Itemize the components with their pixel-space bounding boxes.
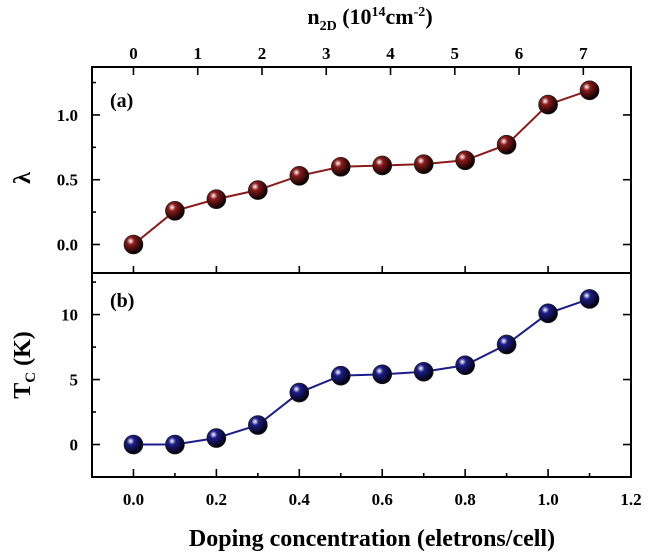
data-point-b [248,415,268,435]
series-line-b [133,298,590,446]
top-tick-label: 3 [322,44,331,63]
panel-b-ylabel-main: T [10,383,36,399]
panel-b-ylabel: TC (K) [10,331,39,399]
data-point-a [496,134,517,155]
data-point-a [455,150,475,171]
series-line-a [132,89,590,246]
top-axis-title-sub: 2D [320,19,337,34]
data-point-a [289,166,310,186]
data-point-b [123,434,144,455]
data-point-b [455,355,475,376]
data-point-a [165,201,185,221]
top-tick-label: 7 [579,44,588,63]
y-tick-label-a: 1.0 [57,106,78,125]
x-tick-label: 1.2 [620,490,641,509]
top-axis-title: n2D (1014cm-2) [307,4,432,34]
top-tick-label: 2 [258,44,267,63]
data-point-b [289,382,310,403]
top-axis-title-exp1: 14 [372,5,386,20]
data-point-a [330,156,351,177]
data-point-a [123,234,144,255]
panel-frame-b [91,272,632,478]
y-tick-label-b: 10 [61,306,78,325]
data-point-a [413,154,434,174]
y-tick-label-a: 0.5 [57,171,78,190]
top-axis-title-exp2: -2 [414,5,426,20]
panel-b-label: (b) [110,290,134,312]
data-point-b [330,365,351,386]
data-point-b [538,303,558,324]
x-tick-label: 0.0 [123,490,144,509]
top-tick-label: 0 [129,44,138,63]
panel-b-ylabel-sub: C [23,372,39,383]
top-axis-title-open: (10 [337,4,372,29]
top-axis-title-close: ) [425,4,432,29]
data-point-b [372,364,393,385]
data-point-a [579,80,600,101]
data-point-b [496,334,517,355]
x-tick-label: 0.8 [455,490,476,509]
panel-b-ylabel-units: (K) [10,331,36,372]
data-point-b [579,289,600,309]
y-tick-label-a: 0.0 [57,235,78,254]
panel-a-label: (a) [110,90,133,112]
top-tick-label: 4 [386,44,395,63]
x-tick-label: 0.2 [206,490,227,509]
top-axis-title-main: n [307,4,319,29]
top-tick-label: 1 [193,44,202,63]
data-point-a [538,94,558,115]
data-point-a [248,180,268,200]
panel-a-ylabel: λ [10,172,36,184]
data-point-b [413,361,434,382]
x-axis-title: Doping concentration (eletrons/cell) [189,526,555,552]
top-tick-label: 5 [451,44,460,63]
data-point-a [372,155,393,176]
x-tick-label: 0.6 [372,490,393,509]
x-tick-label: 1.0 [537,490,558,509]
chart-marks: 0.0 0.2 0.4 0.6 0.8 1.0 1.2 0 1 2 3 4 5 6 7 0.0 0.5 1.0 0 5… [57,44,642,509]
y-tick-label-b: 5 [70,371,79,390]
x-tick-label: 0.4 [289,490,311,509]
data-point-b [206,428,227,448]
y-tick-label-b: 0 [70,436,79,455]
data-point-a [206,189,227,209]
data-point-b [165,434,185,455]
top-axis-title-mid: cm [386,4,414,29]
top-tick-label: 6 [515,44,524,63]
